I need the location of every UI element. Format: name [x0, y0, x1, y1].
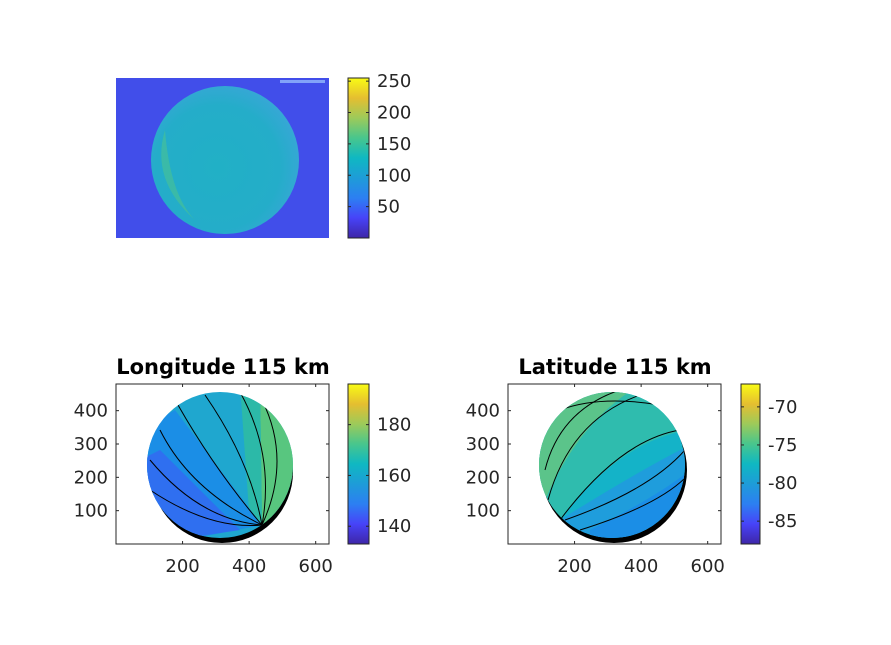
latitude-colorbar-tick-label: -75	[768, 435, 797, 456]
longitude-y-tick-label: 200	[74, 467, 108, 488]
latitude-colorbar: -85 -80 -75 -70	[740, 383, 797, 545]
longitude-colorbar-tick-label: 160	[377, 465, 411, 486]
raw-colorbar-tick-label: 100	[377, 165, 411, 186]
longitude-x-tick-label: 200	[165, 556, 199, 577]
latitude-colorbar-tick-label: -85	[768, 511, 797, 532]
latitude-x-tick-label: 200	[557, 556, 591, 577]
longitude-y-tick-label: 300	[74, 434, 108, 455]
longitude-title: Longitude 115 km	[116, 355, 330, 379]
raw-colorbar-tick-label: 150	[377, 134, 411, 155]
latitude-plot: Latitude 115 km 200 400 600 100 200 300 400	[466, 355, 725, 577]
raw-image-plot	[116, 78, 329, 238]
longitude-y-tick-label: 400	[74, 401, 108, 422]
timestamp-overlay	[280, 80, 325, 83]
longitude-plot: Longitude 115 km 200 400 600 100 200 300 400	[74, 355, 333, 577]
longitude-y-tick-label: 100	[74, 501, 108, 522]
latitude-colorbar-tick-label: -70	[768, 397, 797, 418]
longitude-x-tick-label: 400	[232, 556, 266, 577]
latitude-colorbar-tick-label: -80	[768, 473, 797, 494]
longitude-colorbar-tick-label: 180	[377, 415, 411, 436]
latitude-x-tick-label: 400	[624, 556, 658, 577]
latitude-y-tick-label: 400	[466, 401, 500, 422]
latitude-colorbar-bar	[740, 383, 761, 545]
raw-colorbar-tick-label: 50	[377, 197, 400, 218]
raw-colorbar-bar	[347, 77, 370, 239]
raw-image-disk	[151, 86, 299, 234]
latitude-y-tick-label: 200	[466, 467, 500, 488]
raw-colorbar: 50 100 150 200 250	[347, 71, 411, 239]
raw-colorbar-tick-label: 250	[377, 71, 411, 92]
latitude-y-tick-label: 300	[466, 434, 500, 455]
longitude-colorbar-bar	[347, 383, 370, 545]
latitude-y-tick-label: 100	[466, 501, 500, 522]
latitude-title: Latitude 115 km	[518, 355, 711, 379]
longitude-colorbar: 140 160 180	[347, 383, 411, 545]
latitude-x-tick-label: 600	[691, 556, 725, 577]
longitude-x-tick-label: 600	[299, 556, 333, 577]
raw-colorbar-tick-label: 200	[377, 103, 411, 124]
longitude-colorbar-tick-label: 140	[377, 516, 411, 537]
